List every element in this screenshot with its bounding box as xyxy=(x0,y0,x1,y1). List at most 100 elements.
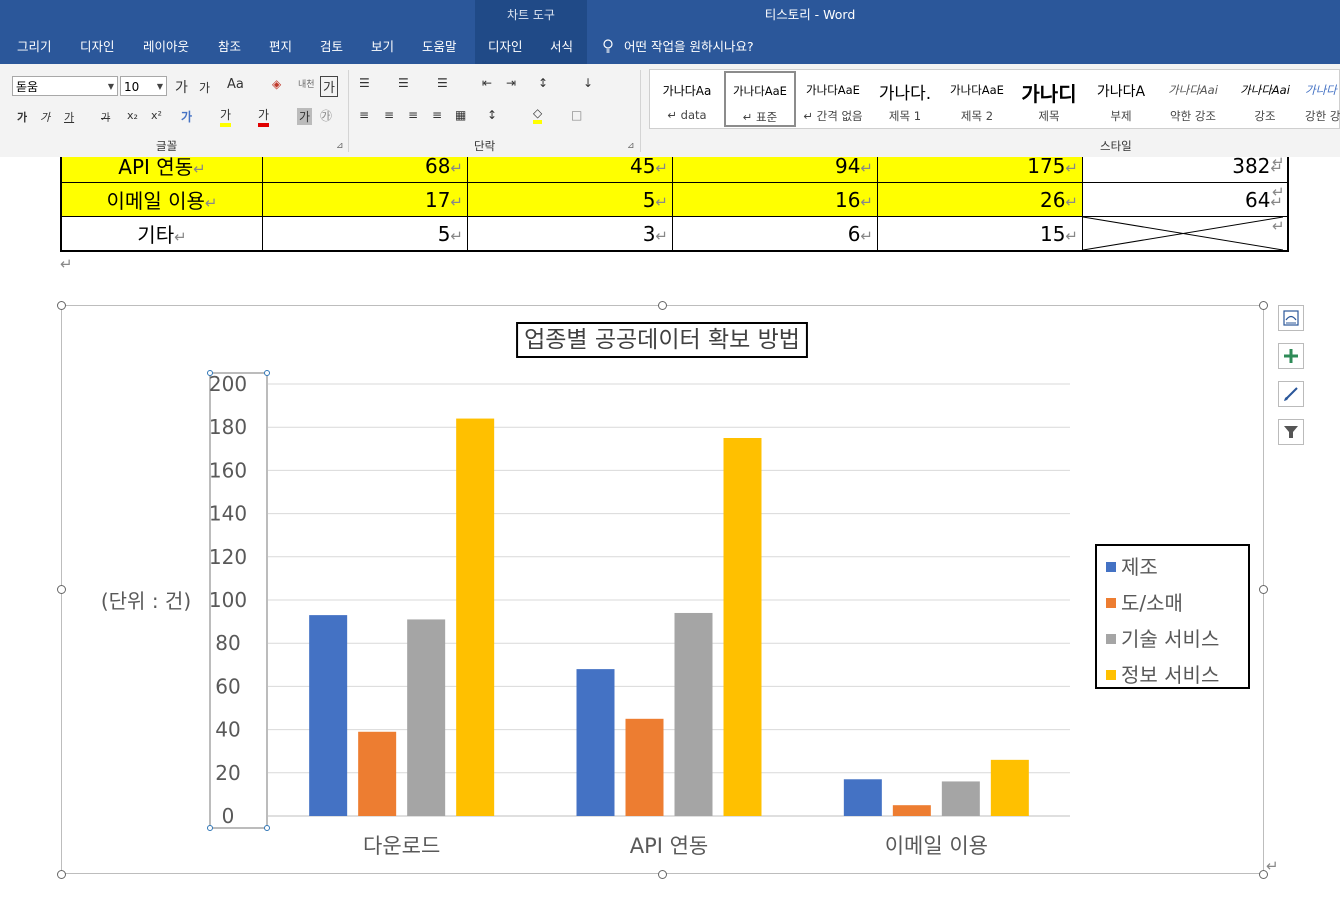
italic-button[interactable]: 가 xyxy=(40,111,51,124)
resize-handle-tr[interactable] xyxy=(1259,301,1268,310)
style-subtle-emphasis[interactable]: 가나다Aai 약한 강조 xyxy=(1157,70,1229,128)
tab-design[interactable]: 디자인 xyxy=(80,39,115,54)
resize-handle-tl[interactable] xyxy=(57,301,66,310)
table-cell[interactable]: 64↵ xyxy=(1082,182,1289,217)
style-name: ↵ 표준 xyxy=(742,110,778,124)
style-data[interactable]: 가나다Aa ↵ data xyxy=(651,70,723,128)
tab-view[interactable]: 보기 xyxy=(371,39,395,54)
table-cell[interactable]: 5↵ xyxy=(467,182,673,217)
line-spacing-button[interactable]: ↕ xyxy=(487,108,498,122)
decrease-indent-button[interactable]: ⇤ xyxy=(482,76,493,90)
window-title: 티스토리 - Word xyxy=(764,7,856,22)
tab-layout[interactable]: 레이아웃 xyxy=(143,39,190,54)
align-center-button[interactable]: ≡ xyxy=(384,108,395,122)
style-no-spacing[interactable]: 가나다AaE ↵ 간격 없음 xyxy=(797,70,869,128)
resize-handle-bl[interactable] xyxy=(57,870,66,879)
justify-button[interactable]: ≡ xyxy=(432,108,443,122)
tab-mailings[interactable]: 편지 xyxy=(269,39,293,54)
table-cell[interactable]: 기타↵ xyxy=(60,216,263,252)
styles-group-label: 스타일 xyxy=(1100,139,1132,153)
table-cell[interactable]: 94↵ xyxy=(672,157,878,183)
style-subtitle[interactable]: 가나다A 부제 xyxy=(1085,70,1157,128)
styles-gallery: 가나다Aa ↵ data 가나다AaE ↵ 표준 가나다AaE ↵ 간격 없음 … xyxy=(649,69,1340,129)
strikethrough-button[interactable]: 가 xyxy=(101,113,111,124)
table-cell[interactable]: 26↵ xyxy=(877,182,1083,217)
table-cell[interactable]: 3↵ xyxy=(467,216,673,252)
chart-styles-button[interactable] xyxy=(1278,381,1304,407)
change-case-button[interactable]: Aa xyxy=(227,77,244,92)
align-left-button[interactable]: ≡ xyxy=(359,108,370,122)
chevron-down-icon[interactable]: ▼ xyxy=(156,82,163,91)
resize-handle-l[interactable] xyxy=(57,585,66,594)
table-cell[interactable]: 이메일 이용↵ xyxy=(60,182,263,217)
sort-button[interactable]: ↓ xyxy=(583,76,594,90)
shrink-font-button[interactable]: 가 xyxy=(199,81,211,95)
style-emphasis[interactable]: 가나다Aai 강조 xyxy=(1229,70,1301,128)
table-cell[interactable]: 6↵ xyxy=(672,216,878,252)
clear-format-button[interactable]: ◈ xyxy=(272,77,282,91)
table-cell[interactable]: 175↵ xyxy=(877,157,1083,183)
tab-draw[interactable]: 그리기 xyxy=(17,39,52,54)
enclose-characters-button[interactable]: ㉮ xyxy=(320,109,333,123)
cell-value: 3 xyxy=(642,221,656,246)
tab-help[interactable]: 도움말 xyxy=(422,39,457,54)
align-right-button[interactable]: ≡ xyxy=(408,108,419,122)
tab-chart-format[interactable]: 서식 xyxy=(550,39,574,54)
underline-button[interactable]: 가 xyxy=(64,111,75,124)
style-title[interactable]: 가나디 제목 xyxy=(1013,70,1085,128)
superscript-button[interactable]: x² xyxy=(151,109,162,122)
table-cell[interactable]: 16↵ xyxy=(672,182,878,217)
layout-options-icon xyxy=(1283,310,1299,326)
shading-button[interactable]: ◇ xyxy=(533,106,543,124)
distribute-button[interactable]: ▦ xyxy=(455,108,467,122)
chart-tools-tabs-background xyxy=(475,32,587,64)
style-heading2[interactable]: 가나다AaE 제목 2 xyxy=(941,70,1013,128)
chart-object[interactable] xyxy=(61,305,1264,874)
resize-handle-r[interactable] xyxy=(1259,585,1268,594)
tab-references[interactable]: 참조 xyxy=(218,39,242,54)
font-name-value: 돋움 xyxy=(16,80,39,94)
font-dialog-launcher-icon[interactable]: ⊿ xyxy=(336,141,344,151)
character-border-button[interactable]: 가 xyxy=(320,76,338,97)
text-direction-button[interactable]: ↕ xyxy=(538,76,549,90)
numbering-button[interactable]: ☰ xyxy=(398,76,409,90)
paragraph-mark: ↵ xyxy=(1065,158,1078,177)
chart-filters-button[interactable] xyxy=(1278,419,1304,445)
tell-me-box[interactable]: 어떤 작업을 원하시나요? xyxy=(602,32,754,62)
highlight-button[interactable]: 가 xyxy=(220,106,232,127)
subscript-button[interactable]: x₂ xyxy=(127,109,138,122)
chart-elements-button[interactable] xyxy=(1278,343,1304,369)
multilevel-list-button[interactable]: ☰ xyxy=(437,76,448,90)
table-cell[interactable]: 15↵ xyxy=(877,216,1083,252)
character-shading-button[interactable]: 가 xyxy=(297,108,313,125)
table-cell[interactable]: 5↵ xyxy=(262,216,468,252)
text-effects-button[interactable]: 가 xyxy=(181,110,193,124)
chevron-down-icon[interactable]: ▼ xyxy=(107,82,114,91)
resize-handle-b[interactable] xyxy=(658,870,667,879)
bullets-button[interactable]: ☰ xyxy=(359,76,370,90)
bold-button[interactable]: 가 xyxy=(17,111,28,124)
table-cell[interactable]: 45↵ xyxy=(467,157,673,183)
font-size-combo[interactable]: 10 ▼ xyxy=(120,76,167,96)
tab-chart-design[interactable]: 디자인 xyxy=(488,39,523,54)
tab-review[interactable]: 검토 xyxy=(320,39,344,54)
style-normal[interactable]: 가나다AaE ↵ 표준 xyxy=(724,71,796,127)
table-cell[interactable]: 17↵ xyxy=(262,182,468,217)
style-heading1[interactable]: 가나다. 제목 1 xyxy=(869,70,941,128)
increase-indent-button[interactable]: ⇥ xyxy=(506,76,517,90)
resize-handle-t[interactable] xyxy=(658,301,667,310)
style-intense-emphasis[interactable]: 가나다 강한 강 xyxy=(1301,70,1340,128)
paragraph-mark: ↵ xyxy=(860,158,873,177)
grow-font-button[interactable]: 가 xyxy=(175,80,188,96)
font-color-button[interactable]: 가 xyxy=(258,106,270,127)
table-cell[interactable]: 68↵ xyxy=(262,157,468,183)
table-cell-diagonal[interactable] xyxy=(1082,216,1289,252)
font-name-combo[interactable]: 돋움 ▼ xyxy=(12,76,118,96)
borders-button[interactable]: □ xyxy=(571,108,583,122)
resize-handle-br[interactable] xyxy=(1259,870,1268,879)
table-cell[interactable]: API 연동↵ xyxy=(60,157,263,183)
table-cell[interactable]: 382↵ xyxy=(1082,157,1289,183)
phonetic-guide-button[interactable]: 내천 xyxy=(298,80,315,90)
layout-options-button[interactable] xyxy=(1278,305,1304,331)
paragraph-dialog-launcher-icon[interactable]: ⊿ xyxy=(627,141,635,151)
